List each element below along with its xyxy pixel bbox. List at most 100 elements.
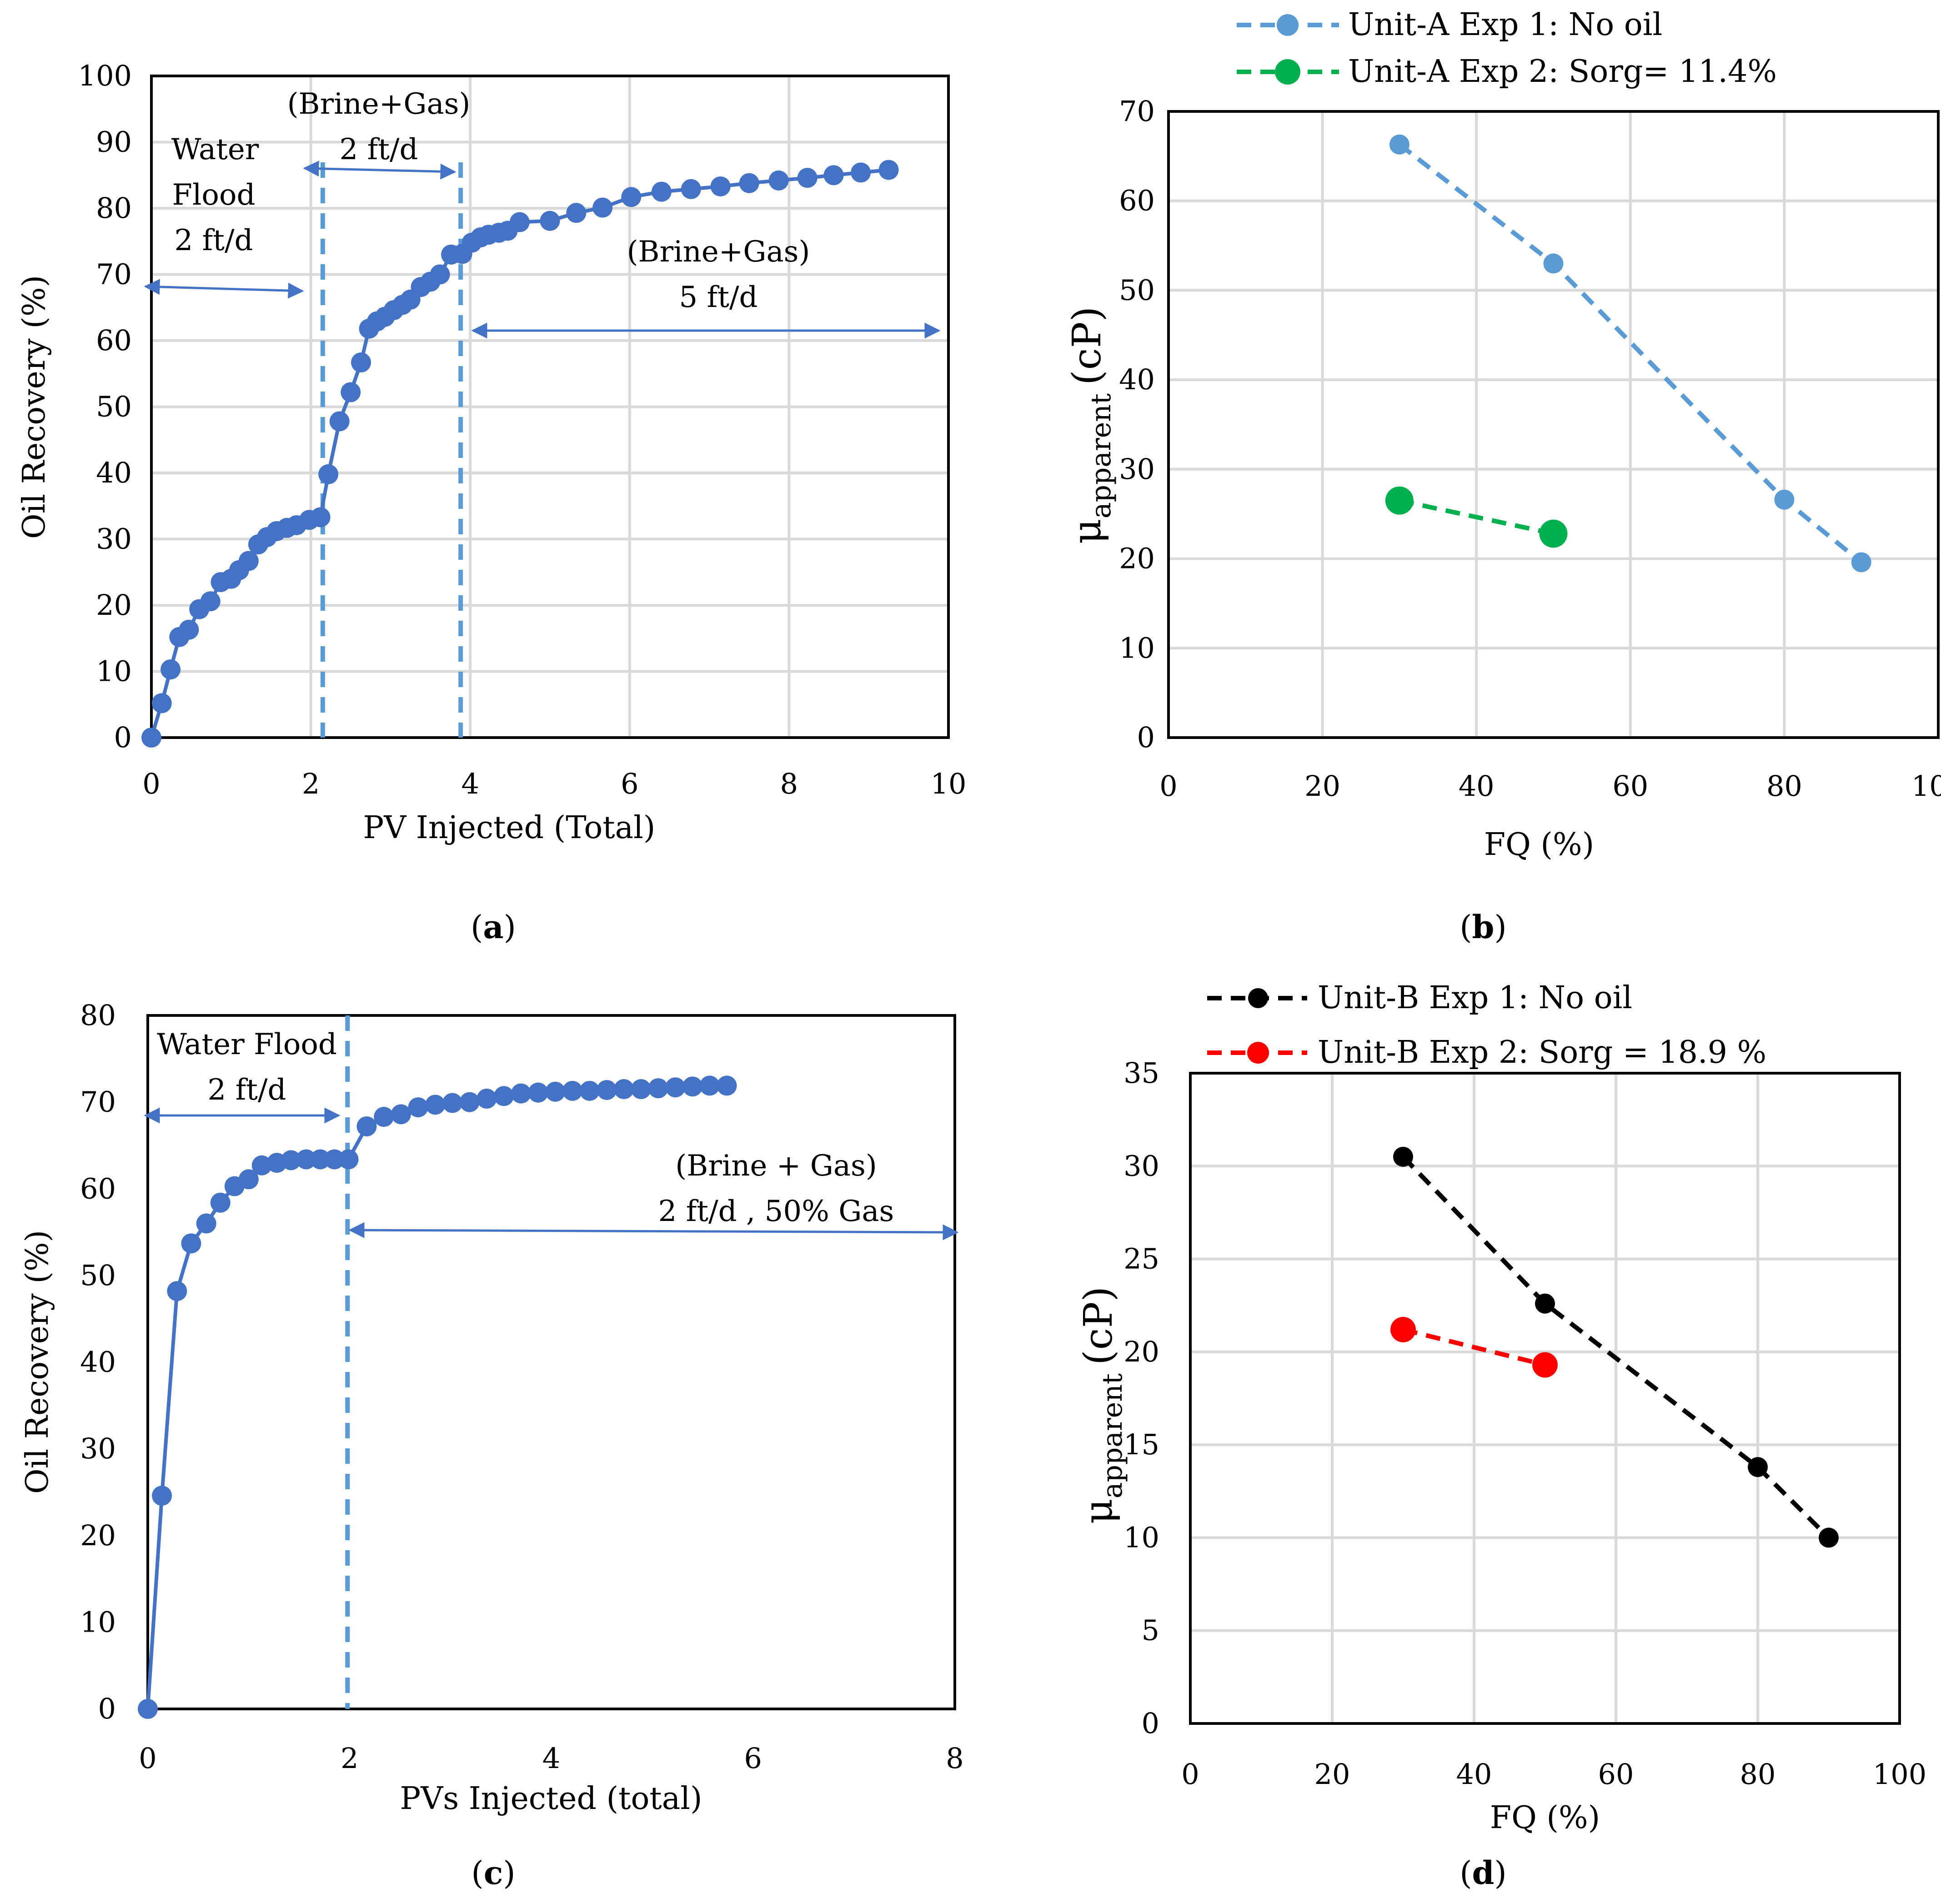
panel-c-data-point <box>338 1149 359 1170</box>
panel-d-y-tick-label: 20 <box>1123 1335 1159 1368</box>
panel-c-label: (c) <box>471 1854 515 1892</box>
panel-c-data-point <box>281 1150 301 1171</box>
panel-b-series-line-0 <box>1398 142 1863 564</box>
panel-b-y-tick-label: 60 <box>1119 184 1155 217</box>
panel-c-brine-gas-label-1: (Brine + Gas) <box>675 1149 877 1183</box>
panel-b-series-line-1 <box>1399 498 1554 536</box>
panel-a-x-tick-label: 4 <box>461 767 479 800</box>
panel-c-y-tick-label: 0 <box>98 1692 116 1725</box>
panel-d-y-axis-label: μapparent(cP) <box>1076 1286 1128 1524</box>
panel-d-legend-marker-1 <box>1248 988 1268 1008</box>
panel-c-y-ticks: 0 10 20 30 40 50 60 70 80 <box>80 999 116 1725</box>
panel-c-data-point <box>459 1092 480 1112</box>
panel-a-y-tick-label: 30 <box>96 522 132 556</box>
panel-c-data-point <box>210 1192 231 1213</box>
panel-b-data-point <box>1543 253 1564 274</box>
panel-c-x-tick-label: 6 <box>744 1742 762 1775</box>
panel-c-data-point <box>476 1089 497 1109</box>
panel-d-y-tick-label: 25 <box>1123 1242 1159 1276</box>
panel-b-y-tick-label: 50 <box>1119 273 1155 306</box>
panel-a-brine-gas-2-label-2: 5 ft/d <box>679 281 758 314</box>
panel-a-data-point <box>540 211 560 231</box>
panel-c-y-tick-label: 40 <box>80 1346 116 1379</box>
panel-a-data-point <box>621 187 642 207</box>
panel-a-data-point <box>141 728 161 748</box>
panel-a-data-point <box>151 693 172 713</box>
panel-a-data-point <box>566 203 587 223</box>
panel-a-x-tick-label: 2 <box>302 767 320 800</box>
panel-a-data-point <box>310 507 331 527</box>
panel-c-data-point <box>699 1075 720 1096</box>
panel-b-y-tick-label: 30 <box>1119 452 1155 486</box>
panel-c-data-point <box>196 1213 216 1234</box>
panel-c-data-point <box>631 1079 651 1100</box>
panel-d-data-point <box>1819 1527 1839 1548</box>
panel-c-data-point <box>665 1077 686 1098</box>
chart-panel-b: 0 10 20 30 40 50 60 70 0 20 40 60 80 100 Unit-A Exp … <box>1064 7 1941 946</box>
panel-c-waterflood-label-2: 2 ft/d <box>208 1073 286 1107</box>
panel-a-y-tick-label: 10 <box>96 655 132 688</box>
chart-panel-a: 0 10 20 30 40 50 60 70 80 90 100 0 2 4 6 8 10 PV Inject… <box>16 59 966 946</box>
panel-c-data-point <box>238 1169 259 1190</box>
panel-b-label: (b) <box>1460 908 1507 946</box>
chart-panel-d: 0 5 10 15 20 25 30 35 0 20 40 60 80 100 Unit-B Exp 1… <box>1076 980 1926 1892</box>
panel-c-y-axis-label: Oil Recovery (%) <box>20 1230 55 1494</box>
panel-c-data-point <box>425 1095 446 1115</box>
panel-a-waterflood-label-3: 2 ft/d <box>175 224 253 257</box>
panel-a-data-point <box>768 170 789 191</box>
panel-a-y-tick-label: 70 <box>96 258 132 291</box>
panel-c-x-tick-label: 4 <box>542 1742 560 1775</box>
panel-b-y-tick-label: 70 <box>1119 95 1155 128</box>
panel-d-x-tick-label: 0 <box>1181 1758 1199 1791</box>
panel-a-x-ticks: 0 2 4 6 8 10 <box>142 767 966 800</box>
panel-a-data-point <box>651 181 672 202</box>
panel-b-y-ticks: 0 10 20 30 40 50 60 70 <box>1119 95 1155 754</box>
panel-d-series <box>1390 1146 1839 1548</box>
panel-c-data-point <box>296 1149 316 1170</box>
panel-a-y-tick-label: 40 <box>96 456 132 489</box>
panel-a-x-tick-label: 8 <box>780 767 798 800</box>
panel-a-data-point <box>592 197 613 218</box>
panel-b-y-tick-label: 20 <box>1119 542 1155 575</box>
panel-b-x-tick-label: 0 <box>1159 769 1177 803</box>
panel-b-x-tick-label: 20 <box>1304 769 1340 803</box>
panel-d-legend: Unit-B Exp 1: No oil Unit-B Exp 2: Sorg … <box>1207 980 1766 1070</box>
panel-a-series <box>141 160 899 748</box>
panel-a-data-point <box>160 659 181 680</box>
panel-a-y-tick-label: 100 <box>78 59 132 92</box>
panel-b-legend-marker-2 <box>1275 59 1300 85</box>
panel-c-brine-gas-arrow <box>348 1222 959 1241</box>
panel-a-x-axis-label: PV Injected (Total) <box>363 810 656 846</box>
panel-a-waterflood-arrow <box>144 279 304 299</box>
panel-a-brine-gas-1-label-2: 2 ft/d <box>340 133 418 166</box>
panel-c-data-point <box>545 1081 566 1102</box>
panel-d-x-tick-label: 80 <box>1740 1758 1776 1791</box>
panel-c-data-point <box>324 1149 345 1170</box>
panel-d-series-line-0 <box>1401 1155 1831 1539</box>
panel-b-data-point <box>1385 486 1414 515</box>
panel-a-y-axis-label: Oil Recovery (%) <box>16 275 52 539</box>
panel-d-plot-frame <box>1189 1072 1901 1725</box>
panel-b-data-point <box>1774 489 1795 510</box>
panel-a-x-tick-label: 6 <box>621 767 638 800</box>
panel-d-data-point <box>1532 1352 1558 1378</box>
panel-d-y-tick-label: 15 <box>1123 1428 1159 1461</box>
panel-c-x-tick-label: 2 <box>341 1742 358 1775</box>
panel-a-x-tick-label: 10 <box>931 767 967 800</box>
panel-a-data-point <box>710 176 731 196</box>
panel-a-y-ticks: 0 10 20 30 40 50 60 70 80 90 100 <box>78 59 132 754</box>
panel-b-x-axis-label: FQ (%) <box>1484 827 1594 863</box>
panel-d-data-point <box>1535 1293 1555 1314</box>
panel-a-data-point <box>238 551 259 571</box>
panel-c-data-point <box>682 1076 703 1097</box>
panel-c-y-tick-label: 20 <box>80 1519 116 1552</box>
panel-b-y-tick-label: 10 <box>1119 631 1155 664</box>
panel-a-data-point <box>430 264 450 285</box>
panel-d-data-point <box>1390 1316 1416 1342</box>
panel-c-data-point <box>374 1107 394 1127</box>
panel-c-data-point <box>511 1083 531 1104</box>
panel-c-x-tick-label: 0 <box>139 1742 156 1775</box>
panel-c-data-point <box>152 1486 172 1506</box>
panel-c-plot-frame <box>146 1014 956 1710</box>
panel-c-y-tick-label: 30 <box>80 1432 116 1465</box>
